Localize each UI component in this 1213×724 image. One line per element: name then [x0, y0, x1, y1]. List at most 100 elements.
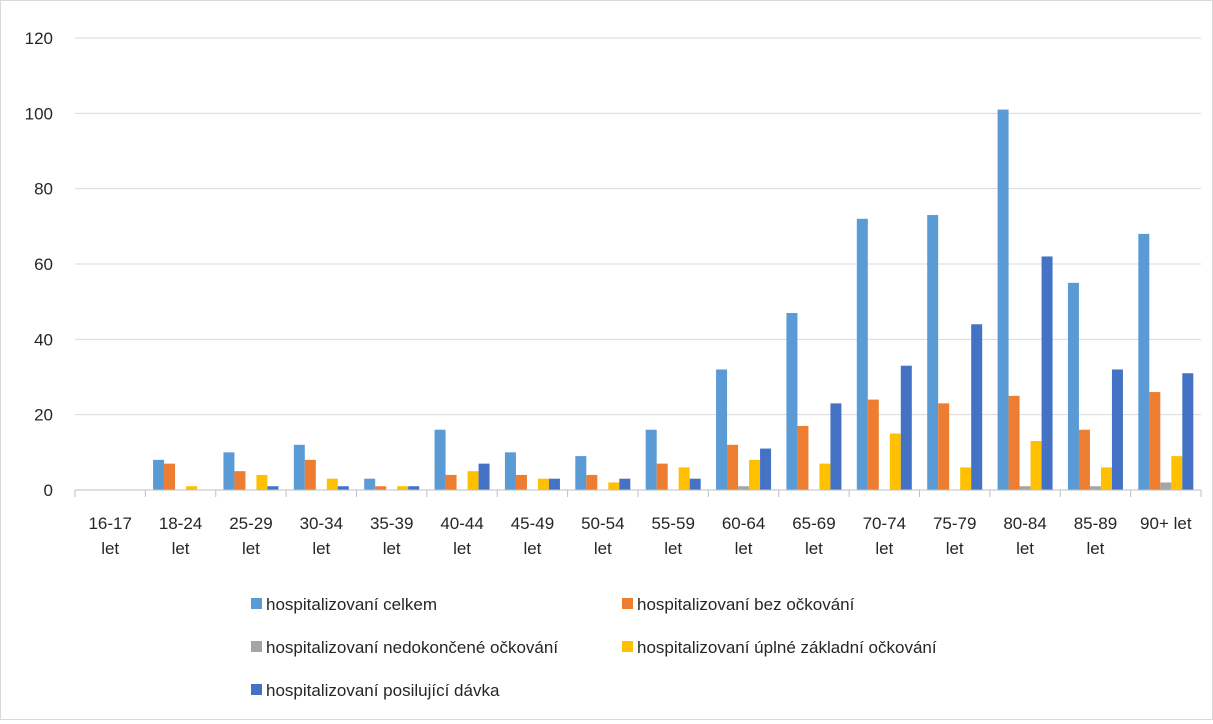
- bar: [293, 444, 305, 490]
- x-tick-label: 40-44: [440, 514, 483, 533]
- bar: [716, 369, 728, 490]
- bar: [749, 459, 761, 490]
- bar: [515, 474, 527, 490]
- x-axis-tick-labels: 16-17 let 18-24 let 25-29 let 30-34 let 35-39 let…: [88, 514, 1191, 558]
- bar: [397, 486, 409, 490]
- bar: [997, 109, 1009, 491]
- bar: [856, 218, 868, 491]
- bar: [645, 429, 657, 490]
- bar: [586, 474, 598, 490]
- x-axis: [74, 489, 1202, 497]
- bar: [960, 467, 972, 490]
- bar: [1149, 392, 1161, 490]
- y-tick-label: 120: [25, 29, 53, 48]
- x-tick-label: let: [453, 539, 471, 558]
- legend-label: hospitalizovaní posilující dávka: [266, 681, 500, 700]
- x-tick-label: 50-54: [581, 514, 624, 533]
- x-tick-label: let: [383, 539, 401, 558]
- legend-label: hospitalizovaní úplné základní očkování: [637, 638, 937, 657]
- x-tick-label: 16-17: [88, 514, 131, 533]
- x-tick-label: 18-24: [159, 514, 202, 533]
- legend: hospitalizovaní celkem hospitalizovaní be…: [251, 595, 937, 700]
- legend-swatch: [251, 598, 262, 609]
- bar: [408, 486, 420, 490]
- bar: [364, 478, 376, 490]
- bar: [1160, 482, 1172, 490]
- bar: [971, 324, 983, 490]
- y-tick-label: 0: [44, 481, 53, 500]
- x-tick-label: let: [172, 539, 190, 558]
- bar: [797, 425, 809, 490]
- y-tick-label: 60: [34, 255, 53, 274]
- y-tick-label: 40: [34, 330, 53, 349]
- bar: [867, 399, 879, 490]
- bar: [900, 365, 912, 490]
- bar: [1100, 467, 1112, 490]
- x-tick-label: let: [946, 539, 964, 558]
- bar: [153, 459, 165, 490]
- bar: [467, 471, 479, 490]
- bar: [689, 478, 701, 490]
- x-tick-label: 35-39: [370, 514, 413, 533]
- legend-swatch: [622, 641, 633, 652]
- x-tick-label: let: [594, 539, 612, 558]
- legend-swatch: [251, 641, 262, 652]
- bar: [164, 463, 176, 490]
- x-tick-label: 25-29: [229, 514, 272, 533]
- bar: [727, 444, 739, 490]
- bar: [1182, 373, 1194, 490]
- bar: [786, 312, 798, 490]
- bar: [1008, 395, 1020, 490]
- bar: [1019, 486, 1031, 490]
- bar: [1171, 456, 1183, 490]
- x-tick-label: let: [523, 539, 541, 558]
- x-tick-label: 75-79: [933, 514, 976, 533]
- bar: [927, 215, 939, 491]
- bar: [575, 456, 587, 490]
- bar: [1067, 282, 1079, 490]
- bar: [889, 433, 901, 490]
- x-tick-label: 65-69: [792, 514, 835, 533]
- y-tick-label: 20: [34, 406, 53, 425]
- bar: [1078, 429, 1090, 490]
- y-tick-label: 100: [25, 104, 53, 123]
- x-tick-label: let: [242, 539, 260, 558]
- bar: [1089, 486, 1101, 490]
- x-tick-label: 80-84: [1003, 514, 1046, 533]
- x-tick-label: let: [1016, 539, 1034, 558]
- legend-swatch: [251, 684, 262, 695]
- bar: [819, 463, 831, 490]
- bar: [478, 463, 490, 490]
- bar: [337, 486, 349, 490]
- y-axis-tick-labels: 0 20 40 60 80 100 120: [25, 29, 53, 500]
- bar: [619, 478, 631, 490]
- bar: [267, 486, 279, 490]
- x-tick-label: 60-64: [722, 514, 765, 533]
- bar: [830, 403, 842, 490]
- bar: [608, 482, 620, 490]
- bar: [223, 452, 235, 490]
- x-tick-label: let: [1086, 539, 1104, 558]
- bar: [504, 452, 516, 490]
- bar: [1041, 256, 1053, 490]
- x-tick-label: 85-89: [1074, 514, 1117, 533]
- bar: [256, 474, 268, 490]
- x-tick-label: 90+ let: [1140, 514, 1192, 533]
- x-tick-label: 55-59: [651, 514, 694, 533]
- x-tick-label: let: [875, 539, 893, 558]
- bar: [738, 486, 750, 490]
- bar: [375, 486, 387, 490]
- legend-label: hospitalizovaní bez očkování: [637, 595, 855, 614]
- bar: [326, 478, 338, 490]
- bar: [445, 474, 457, 490]
- bar: [548, 478, 560, 490]
- legend-label: hospitalizovaní nedokončené očkování: [266, 638, 558, 657]
- x-tick-label: let: [735, 539, 753, 558]
- x-tick-label: let: [312, 539, 330, 558]
- x-tick-label: 30-34: [300, 514, 343, 533]
- x-tick-label: let: [664, 539, 682, 558]
- legend-label: hospitalizovaní celkem: [266, 595, 437, 614]
- bar: [537, 478, 549, 490]
